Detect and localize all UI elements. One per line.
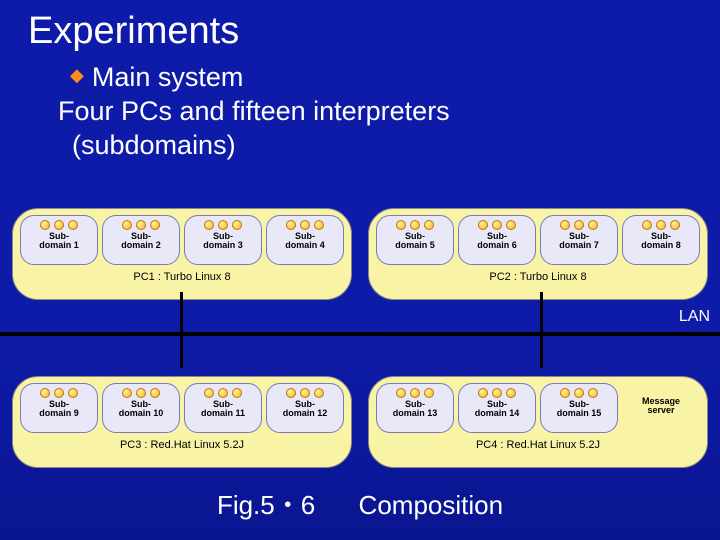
subdomain: Sub-domain 5 [376, 215, 454, 265]
subdomain: Sub-domain 1 [20, 215, 98, 265]
figure-caption: Fig.5・6 Composition [0, 485, 720, 522]
connector [180, 332, 183, 368]
pc2-label: PC2 : Turbo Linux 8 [375, 265, 701, 283]
connector [180, 292, 183, 332]
subdomain: Sub-domain 15 [540, 383, 618, 433]
bullet-block: ◆ Main system [0, 53, 720, 95]
subdomain: Sub-domain 10 [102, 383, 180, 433]
pc4-label: PC4 : Red.Hat Linux 5.2J [375, 433, 701, 451]
pc3-label: PC3 : Red.Hat Linux 5.2J [19, 433, 345, 451]
subdomain: Sub-domain 14 [458, 383, 536, 433]
pc-row-1: Sub-domain 1 Sub-domain 2 Sub-domain 3 S… [0, 208, 720, 300]
pc2-box: Sub-domain 5 Sub-domain 6 Sub-domain 7 S… [368, 208, 708, 300]
bullet-line1: Main system [92, 61, 244, 95]
subdomain: Sub-domain 12 [266, 383, 344, 433]
pc1-box: Sub-domain 1 Sub-domain 2 Sub-domain 3 S… [12, 208, 352, 300]
caption-fig: Fig.5・6 [217, 490, 315, 520]
lan-label: LAN [679, 308, 710, 326]
subdomain: Sub-domain 2 [102, 215, 180, 265]
subdomain: Sub-domain 6 [458, 215, 536, 265]
pc3-box: Sub-domain 9 Sub-domain 10 Sub-domain 11… [12, 376, 352, 468]
bullet-text: Main system [92, 61, 244, 95]
subdomain: Sub-domain 7 [540, 215, 618, 265]
bullet-line2: Four PCs and fifteen interpreters [0, 95, 720, 129]
page-title: Experiments [0, 0, 720, 53]
pc1-label: PC1 : Turbo Linux 8 [19, 265, 345, 283]
bullet-icon: ◆ [70, 65, 84, 86]
subdomain: Sub-domain 3 [184, 215, 262, 265]
subdomain: Sub-domain 13 [376, 383, 454, 433]
pc-row-2: Sub-domain 9 Sub-domain 10 Sub-domain 11… [0, 376, 720, 468]
subdomain: Sub-domain 9 [20, 383, 98, 433]
pc4-box: Sub-domain 13 Sub-domain 14 Sub-domain 1… [368, 376, 708, 468]
bullet-line3: (subdomains) [0, 129, 720, 163]
message-server: Messageserver [622, 383, 700, 433]
lan-bar [0, 332, 720, 336]
connector [540, 292, 543, 332]
caption-text: Composition [359, 490, 504, 520]
subdomain: Sub-domain 4 [266, 215, 344, 265]
connector [540, 332, 543, 368]
subdomain: Sub-domain 8 [622, 215, 700, 265]
subdomain: Sub-domain 11 [184, 383, 262, 433]
